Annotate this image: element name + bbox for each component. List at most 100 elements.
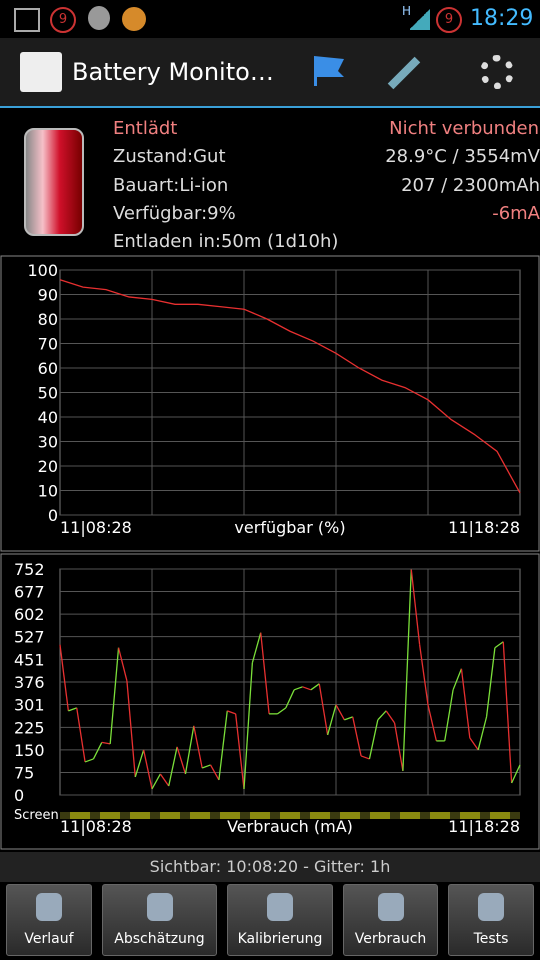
gallery-icon: [14, 8, 40, 32]
y-tick-label: 0: [48, 506, 58, 525]
signal: [410, 8, 430, 30]
y-tick-label: 70: [38, 335, 58, 354]
tab[interactable]: Verbrauch: [343, 884, 438, 956]
data-segment: [251, 632, 262, 663]
data-segment: [159, 773, 170, 787]
screen-strip: [380, 812, 390, 819]
y-tick-label: 225: [14, 718, 45, 737]
data-segment: [68, 707, 77, 712]
x-tick-label: 11|18:28: [448, 817, 520, 836]
tab-icon: [267, 893, 293, 921]
data-segment: [209, 764, 220, 781]
screen-strip: [200, 812, 210, 819]
data-segment: [117, 647, 128, 681]
tab[interactable]: Abschätzung: [102, 884, 217, 956]
screen-strip: [490, 812, 500, 819]
screen-strip: [360, 812, 370, 819]
data-segment: [101, 741, 111, 745]
screen-strip: [440, 812, 450, 819]
y-tick-label: 40: [38, 408, 58, 427]
screen-strip: [400, 812, 410, 819]
health: Zustand:Gut: [113, 146, 226, 167]
data-segment: [218, 710, 228, 781]
data-segment: [418, 644, 429, 705]
data-segment: [452, 668, 463, 691]
y-tick-label: 75: [14, 763, 34, 782]
y-tick-label: 30: [38, 433, 58, 452]
y-tick-label: 20: [38, 457, 58, 476]
screen-strip: [410, 812, 420, 819]
screen-strip: [260, 812, 270, 819]
edit-button[interactable]: [387, 56, 421, 90]
data-segment: [176, 746, 187, 775]
tab[interactable]: Verlauf: [6, 884, 92, 956]
flag-button[interactable]: [314, 56, 344, 86]
data-segment: [234, 713, 245, 790]
screen-strip: [150, 812, 160, 819]
data-segment: [385, 710, 396, 724]
state: Entlädt: [113, 118, 178, 139]
clock: 18:29: [470, 6, 534, 31]
screen-strip: [80, 812, 90, 819]
y-tick-label: 50: [38, 384, 58, 403]
screen-strip: [510, 812, 520, 819]
screen-strip: [320, 812, 330, 819]
tab[interactable]: Kalibrierung: [227, 884, 333, 956]
connection: Nicht verbunden: [389, 118, 539, 139]
screen-strip: [280, 812, 290, 819]
strip-label: Screen: [14, 808, 59, 823]
y-tick-label: 60: [38, 359, 58, 378]
y-tick-label: 752: [14, 560, 45, 579]
data-segment: [485, 647, 496, 717]
screen-strip: [290, 812, 300, 819]
app-icon: [20, 52, 62, 92]
screen-strip: [210, 812, 220, 819]
app-icon: [122, 7, 146, 31]
screen-strip: [120, 812, 130, 819]
data-segment: [151, 773, 161, 790]
y-tick-label: 376: [14, 673, 45, 692]
screen-strip: [70, 812, 80, 819]
y-tick-label: 90: [38, 286, 58, 305]
x-axis-label: Verbrauch (mA): [227, 817, 353, 836]
screen-strip: [220, 812, 230, 819]
data-segment: [427, 704, 437, 742]
settings-button[interactable]: [480, 55, 514, 89]
screen-strip: [310, 812, 320, 819]
data-segment: [494, 641, 504, 649]
data-segment: [59, 644, 70, 711]
y-tick-label: 527: [14, 628, 45, 647]
tab-icon: [478, 893, 504, 921]
data-segment: [368, 719, 379, 760]
data-segment: [168, 746, 178, 787]
chart: 0 10 20 30 40 50 60 70 80 90 100 11|08:28 11|18:28 ve…: [0, 255, 540, 552]
tab-label: Verlauf: [24, 931, 74, 947]
data-segment: [469, 737, 479, 751]
data-segment: [293, 686, 303, 691]
tab-icon: [146, 893, 173, 921]
screen-strip: [390, 812, 400, 819]
data-segment: [201, 764, 211, 769]
data-segment: [360, 755, 370, 760]
data-segment: [477, 716, 488, 751]
chart-frame: [0, 255, 540, 552]
data-segment: [76, 707, 86, 763]
screen-strip: [130, 812, 140, 819]
screen-strip: [340, 812, 350, 819]
data-segment: [302, 686, 312, 691]
screen-strip: [430, 812, 440, 819]
y-tick-label: 150: [14, 741, 45, 760]
screen-strip: [300, 812, 310, 819]
data-segment: [143, 749, 153, 790]
screen-strip: [140, 812, 150, 819]
screen-strip: [110, 812, 120, 819]
data-segment: [184, 725, 195, 775]
y-tick-label: 0: [14, 786, 24, 805]
tab-label: Verbrauch: [354, 931, 427, 947]
data-segment: [344, 716, 353, 721]
tab[interactable]: Tests: [448, 884, 534, 956]
data-segment: [318, 683, 329, 735]
data-segment: [277, 707, 287, 715]
screen-strip: [500, 812, 510, 819]
